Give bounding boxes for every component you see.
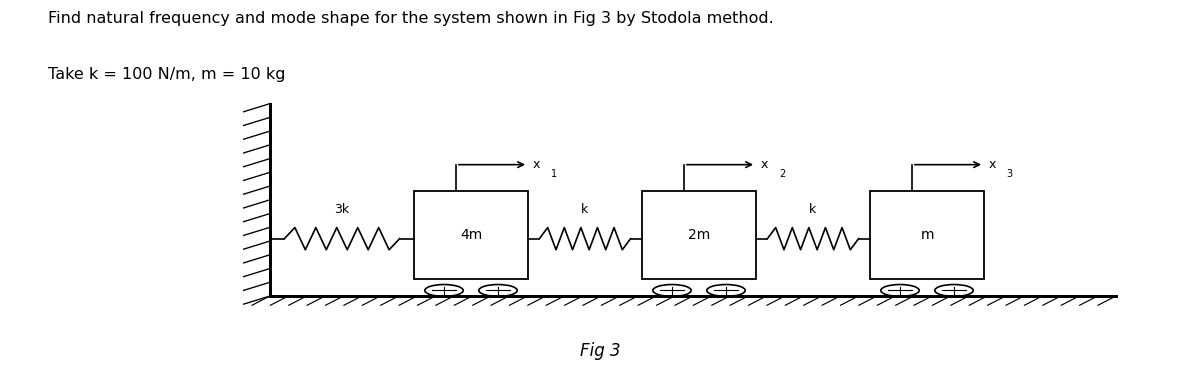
Text: x: x xyxy=(989,158,996,171)
Text: 3k: 3k xyxy=(335,204,349,216)
Text: 2: 2 xyxy=(779,169,785,179)
Text: Fig 3: Fig 3 xyxy=(580,343,620,360)
Text: 4m: 4m xyxy=(460,228,482,242)
Text: x: x xyxy=(761,158,768,171)
Bar xyxy=(870,191,984,279)
Text: k: k xyxy=(581,204,589,216)
Text: x: x xyxy=(533,158,540,171)
Text: k: k xyxy=(809,204,817,216)
Text: 1: 1 xyxy=(551,169,557,179)
Bar xyxy=(642,191,756,279)
Text: Take k = 100 N/m, m = 10 kg: Take k = 100 N/m, m = 10 kg xyxy=(48,67,286,82)
Text: Find natural frequency and mode shape for the system shown in Fig 3 by Stodola m: Find natural frequency and mode shape fo… xyxy=(48,11,774,26)
Text: 3: 3 xyxy=(1007,169,1013,179)
Text: m: m xyxy=(920,228,934,242)
Bar xyxy=(414,191,528,279)
Text: 2m: 2m xyxy=(688,228,710,242)
